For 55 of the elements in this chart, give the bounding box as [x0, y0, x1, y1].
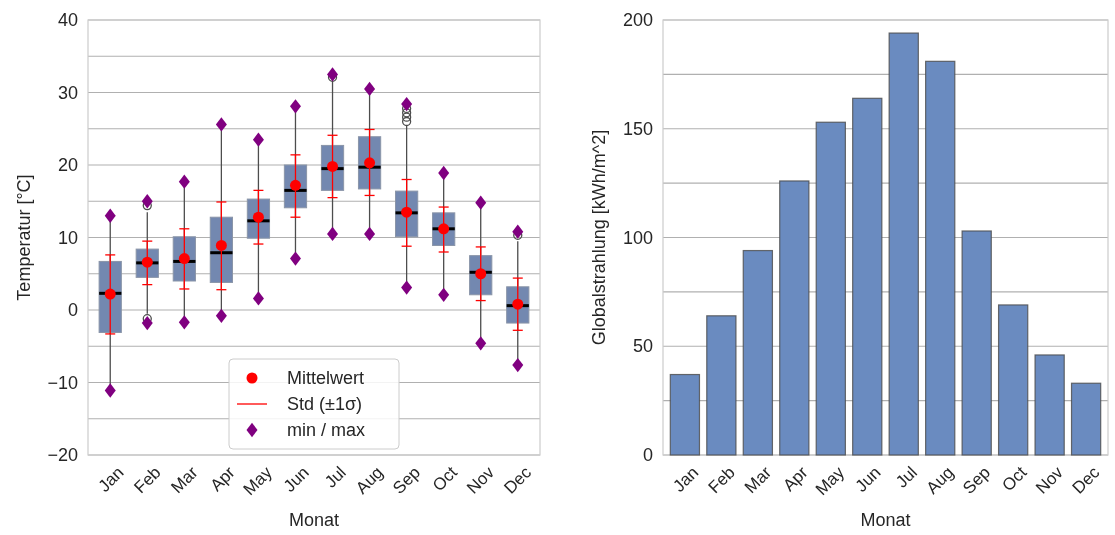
bar [961, 230, 992, 456]
x-tick-label: Oct [998, 462, 1031, 496]
bar [852, 97, 883, 456]
x-tick-label: Mar [741, 462, 776, 498]
bar [1070, 382, 1102, 456]
y-tick-label: 200 [622, 10, 653, 30]
y-tick-label: 50 [632, 336, 653, 357]
x-axis-title: Monat [288, 510, 340, 530]
bar [997, 304, 1029, 456]
y-tick-label: 20 [57, 155, 78, 175]
x-tick-label: Apr [206, 462, 239, 496]
annotation: Std (±1σ) [287, 394, 363, 414]
x-tick-label: Feb [130, 462, 165, 498]
x-tick-label: Jul [892, 462, 922, 492]
y-tick-label: −20 [47, 445, 78, 465]
y-axis-title: Globalstrahlung [kWh/m^2] [589, 129, 609, 346]
x-tick-label: Sep [959, 462, 994, 498]
x-tick-label: Oct [428, 462, 462, 496]
x-tick-label: Nov [463, 462, 499, 498]
y-axis-title: Temperatur [°C] [14, 174, 34, 301]
x-tick-label: Aug [922, 462, 958, 498]
bar [669, 373, 701, 456]
x-tick-label: May [239, 462, 277, 500]
x-tick-label: Jul [321, 462, 350, 492]
x-tick-label: Jun [851, 462, 885, 496]
x-tick-label: Nov [1032, 462, 1068, 498]
x-tick-label: Sep [389, 462, 424, 498]
bar [706, 315, 737, 456]
x-tick-label: Dec [1068, 462, 1104, 498]
y-tick-label: 150 [622, 118, 653, 139]
y-tick-label: 40 [57, 10, 78, 30]
bar [925, 60, 956, 456]
bar [1034, 354, 1065, 456]
y-tick-label: 100 [622, 227, 653, 248]
x-tick-label: May [811, 462, 849, 500]
bar [888, 32, 919, 456]
y-tick-label: −10 [47, 372, 78, 393]
x-tick-label: Jun [279, 462, 313, 496]
x-tick-label: Mar [167, 462, 202, 498]
y-tick-label: 0 [642, 445, 653, 465]
x-tick-label: Apr [779, 462, 812, 496]
x-tick-label: Jan [94, 462, 128, 496]
x-tick-label: Jan [669, 462, 703, 496]
x-tick-label: Dec [500, 462, 536, 498]
x-axis-title: Monat [860, 510, 911, 530]
bar [742, 249, 774, 456]
y-tick-label: 10 [57, 227, 78, 248]
y-tick-label: 0 [67, 300, 78, 320]
bar [815, 121, 846, 456]
y-tick-label: 30 [57, 82, 78, 103]
x-tick-label: Feb [704, 462, 739, 498]
bar [779, 180, 810, 456]
legend-label: Mittelwert [287, 368, 365, 388]
x-tick-label: Aug [352, 462, 387, 498]
legend-label: min / max [287, 420, 366, 440]
